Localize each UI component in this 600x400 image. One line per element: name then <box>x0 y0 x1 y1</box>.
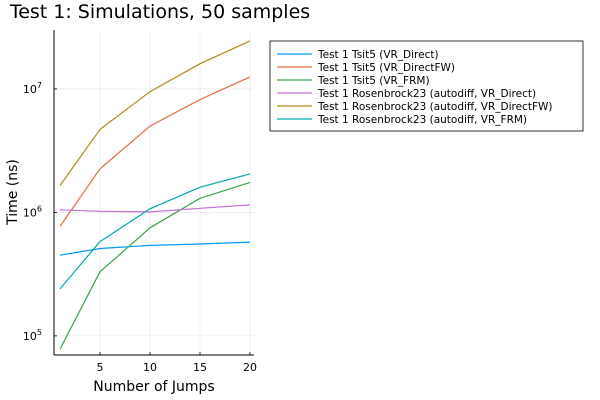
series-line-4 <box>59 204 251 213</box>
series-line-2 <box>59 76 251 227</box>
y-tick-exponent: 5 <box>37 328 42 337</box>
x-tick-label: 10 <box>143 361 157 374</box>
x-tick-label: 20 <box>243 361 257 374</box>
axes <box>53 30 254 356</box>
x-axis-label: Number of Jumps <box>93 379 214 395</box>
chart-title: Test 1: Simulations, 50 samples <box>9 1 310 23</box>
y-tick-label: 107 <box>23 81 42 96</box>
legend-box <box>269 40 584 132</box>
grid <box>54 30 254 355</box>
series-lines <box>59 40 251 350</box>
legend: Test 1 Tsit5 (VR_Direct)Test 1 Tsit5 (VR… <box>269 40 584 132</box>
legend-label-3: Test 1 Tsit5 (VR_FRM) <box>317 75 430 87</box>
legend-label-1: Test 1 Tsit5 (VR_Direct) <box>317 49 439 61</box>
y-tick-base: 10 <box>23 330 37 343</box>
series-line-3 <box>59 181 251 350</box>
x-tick-label: 5 <box>97 361 104 374</box>
y-tick-label: 105 <box>23 328 42 343</box>
series-line-6 <box>59 173 251 290</box>
legend-label-2: Test 1 Tsit5 (VR_DirectFW) <box>317 62 455 74</box>
legend-label-5: Test 1 Rosenbrock23 (autodiff, VR_Direct… <box>317 101 553 113</box>
y-tick-exponent: 6 <box>37 204 42 213</box>
x-tick-label: 15 <box>193 361 207 374</box>
y-tick-base: 10 <box>23 83 37 96</box>
legend-label-4: Test 1 Rosenbrock23 (autodiff, VR_Direct… <box>317 88 536 100</box>
series-line-1 <box>59 241 251 256</box>
legend-label-6: Test 1 Rosenbrock23 (autodiff, VR_FRM) <box>317 114 527 126</box>
y-tick-exponent: 7 <box>37 81 42 90</box>
series-line-5 <box>59 40 251 186</box>
y-axis-label: Time (ns) <box>5 159 21 226</box>
y-tick-label: 106 <box>23 204 42 219</box>
y-tick-base: 10 <box>23 206 37 219</box>
legend-entries: Test 1 Tsit5 (VR_Direct)Test 1 Tsit5 (VR… <box>277 49 553 126</box>
